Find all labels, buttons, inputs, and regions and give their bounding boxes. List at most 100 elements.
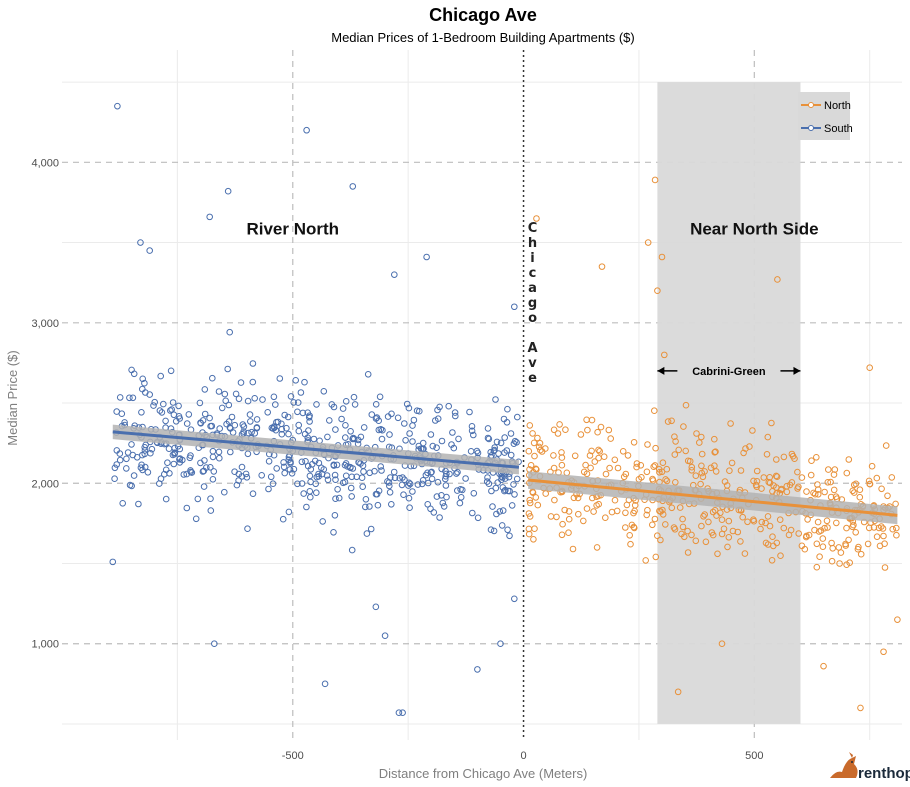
point-south (401, 420, 408, 427)
point-north (595, 446, 602, 454)
point-south (228, 413, 236, 421)
point-north (888, 474, 896, 481)
point-south (167, 407, 174, 414)
point-north (611, 456, 619, 464)
point-north (649, 521, 656, 529)
point-south (223, 420, 230, 428)
point-north (712, 448, 719, 456)
point-south (332, 495, 339, 503)
point-south (331, 512, 339, 519)
point-north (591, 458, 599, 465)
point-north (642, 557, 650, 564)
point-north (580, 517, 587, 525)
point-south (485, 480, 493, 488)
point-north (845, 536, 852, 544)
point-north (711, 507, 719, 514)
point-south (504, 487, 512, 495)
point-north (626, 532, 634, 539)
point-south (130, 472, 138, 479)
point-south (493, 438, 501, 446)
point-south (118, 410, 126, 418)
point-south (128, 482, 135, 490)
point-south (342, 434, 349, 441)
point-south (207, 464, 214, 471)
point-north (583, 505, 591, 512)
point-north (675, 446, 683, 454)
point-south (224, 187, 232, 195)
point-north (798, 474, 806, 481)
point-south (175, 402, 182, 410)
point-south (249, 378, 257, 386)
point-south (310, 435, 318, 443)
point-north (551, 496, 558, 504)
point-north (742, 445, 749, 452)
point-north (679, 523, 687, 531)
point-south (454, 487, 461, 494)
point-north (650, 463, 658, 471)
point-north (587, 464, 594, 472)
point-north (593, 544, 601, 551)
point-south (326, 417, 333, 424)
point-south (237, 379, 245, 386)
point-north (717, 509, 724, 517)
point-north (893, 531, 900, 539)
point-south (240, 428, 247, 435)
point-north (753, 467, 761, 475)
point-south (433, 493, 441, 500)
point-south (156, 480, 163, 487)
center-line-letter: C (528, 221, 538, 236)
point-south (367, 525, 375, 533)
point-south (130, 370, 138, 378)
point-north (709, 531, 717, 539)
point-south (119, 500, 126, 507)
point-south (459, 486, 466, 494)
point-south (323, 472, 331, 479)
point-north (821, 524, 828, 532)
point-south (201, 386, 209, 393)
point-north (808, 457, 815, 465)
point-south (126, 394, 133, 402)
point-south (377, 463, 385, 470)
x-axis-title: Distance from Chicago Ave (Meters) (379, 766, 588, 781)
point-south (128, 441, 135, 448)
point-north (637, 462, 645, 469)
point-south (406, 480, 414, 488)
point-north (531, 452, 538, 460)
axes-layer: -500 0 500 1,000 2,000 3,000 4,000 (31, 157, 763, 762)
point-south (360, 468, 367, 475)
point-south (199, 417, 207, 424)
point-south (371, 467, 378, 475)
point-north (606, 464, 613, 472)
point-north (711, 462, 718, 470)
point-south (405, 479, 413, 487)
point-north (644, 239, 652, 246)
point-south (200, 483, 208, 490)
point-south (474, 514, 482, 522)
legend-label-north: North (824, 100, 851, 112)
point-south (405, 494, 413, 502)
point-north (725, 534, 733, 541)
point-north (816, 553, 823, 561)
point-north (676, 504, 684, 511)
point-north (864, 540, 872, 548)
point-south (499, 507, 507, 514)
point-south (211, 640, 218, 648)
legend: North South (798, 92, 853, 140)
point-north (594, 428, 601, 436)
point-south (187, 468, 194, 476)
point-south (484, 434, 492, 442)
point-south (302, 458, 309, 465)
point-north (688, 463, 696, 471)
point-south (315, 473, 323, 480)
point-south (409, 438, 416, 445)
point-north (724, 543, 731, 551)
point-north (558, 449, 565, 456)
point-south (374, 501, 382, 509)
point-south (280, 459, 287, 466)
point-north (657, 536, 664, 544)
point-south (510, 481, 517, 488)
point-south (116, 450, 124, 457)
point-south (249, 490, 257, 498)
point-south (456, 499, 464, 507)
point-south (290, 399, 298, 406)
